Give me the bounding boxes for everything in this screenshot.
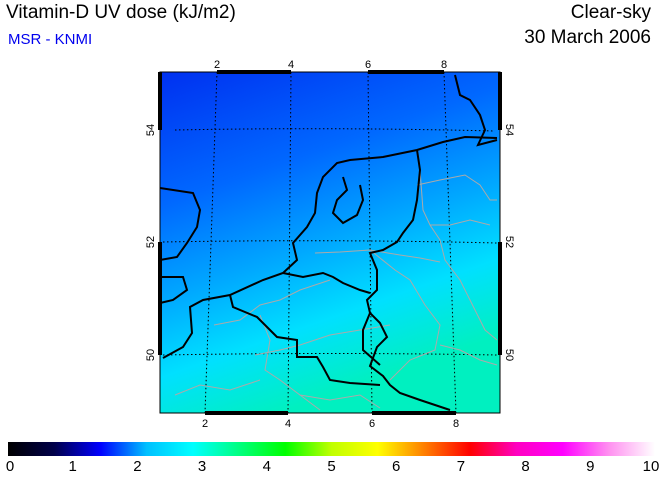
country-borders [174, 169, 498, 411]
colorbar-tick-label: 0 [5, 458, 15, 475]
source-label: MSR - KNMI [8, 31, 93, 48]
lon-label-bottom: 6 [369, 418, 375, 430]
lat-label-left: 54 [145, 124, 157, 136]
colorbar-tick-label: 4 [262, 458, 271, 475]
lon-label-top: 4 [288, 59, 294, 71]
colorbar-tick-label: 9 [586, 458, 595, 475]
lon-label-bottom: 2 [202, 418, 208, 430]
lat-label-right: 50 [503, 349, 515, 361]
lon-label-top: 6 [365, 59, 371, 71]
lat-label-right: 52 [503, 236, 515, 248]
uv-field [160, 72, 500, 413]
lon-label-bottom: 4 [285, 418, 291, 430]
colorbar-tick-label: 6 [392, 458, 401, 475]
lon-label-top: 8 [441, 59, 447, 71]
lat-label-right: 54 [503, 124, 515, 136]
lat-label-left: 52 [145, 236, 157, 248]
sky-condition: Clear-sky [570, 2, 651, 23]
colorbar-tick-label: 8 [521, 458, 530, 475]
colorbar-tick-label: 7 [456, 458, 466, 475]
colorbar-tick-label: 10 [642, 458, 660, 475]
colorbar-tick-label: 1 [68, 458, 77, 475]
date-label: 30 March 2006 [524, 27, 651, 48]
chart-title: Vitamin-D UV dose (kJ/m2) [6, 2, 236, 23]
coastlines [159, 74, 498, 411]
uv-dose-map: 2 4 6 8 2 4 6 8 54 52 50 54 52 50 [145, 59, 515, 430]
colorbar-tick-label: 3 [197, 458, 207, 475]
map-frame [158, 70, 502, 415]
lat-label-left: 50 [145, 349, 157, 361]
colorbar [8, 442, 655, 456]
colorbar-tick-label: 5 [327, 458, 336, 475]
lon-label-top: 2 [214, 59, 220, 71]
lon-label-bottom: 8 [453, 418, 459, 430]
colorbar-tick-label: 2 [133, 458, 142, 475]
